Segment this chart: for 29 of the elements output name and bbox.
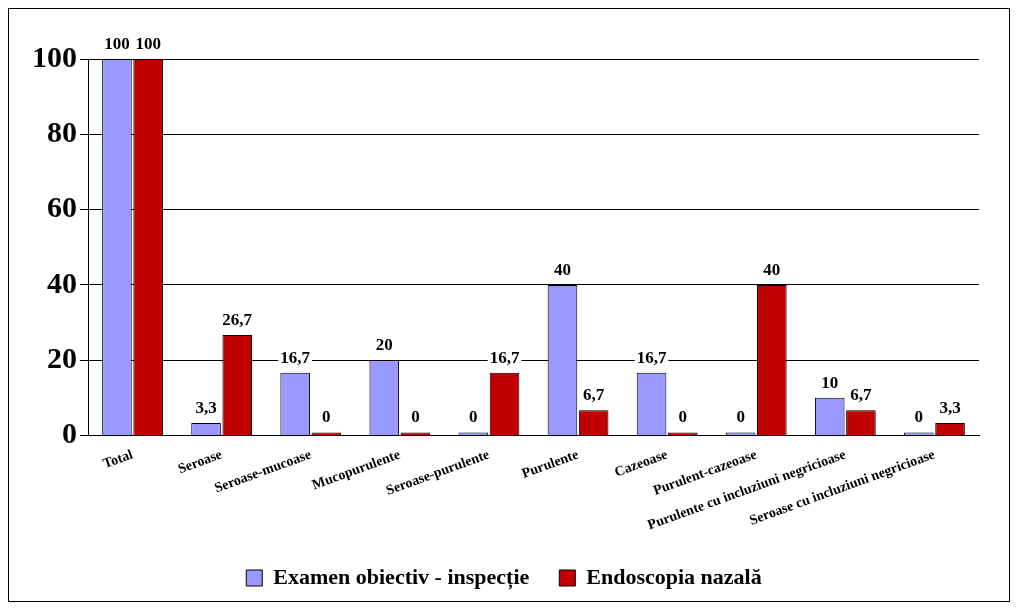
x-tick-label: Total	[100, 446, 135, 472]
y-tick-label: 20	[47, 340, 77, 374]
y-tick-label: 0	[62, 416, 77, 450]
data-label: 40	[763, 259, 781, 279]
y-tick-label: 40	[47, 265, 77, 299]
data-label: 6,7	[850, 385, 873, 405]
data-label: 26,7	[222, 309, 253, 329]
data-label: 3,3	[195, 397, 217, 417]
legend-label: Endoscopia nazală	[586, 563, 762, 589]
data-label: 0	[322, 407, 331, 427]
y-tick-label: 80	[47, 115, 77, 149]
data-label: 100	[135, 33, 161, 53]
data-label: 10	[821, 372, 839, 392]
data-label: 6,7	[583, 385, 605, 405]
data-label: 3,3	[939, 397, 961, 417]
data-label: 0	[736, 407, 745, 427]
data-label: 0	[914, 407, 924, 427]
data-label: 16,7	[636, 347, 667, 367]
data-label: 16,7	[280, 347, 311, 367]
data-label: 20	[375, 335, 393, 355]
data-label: 16,7	[489, 347, 520, 367]
data-label: 0	[469, 407, 478, 427]
data-label: 100	[104, 33, 130, 53]
data-label: 0	[678, 407, 687, 427]
y-tick-label: 60	[47, 190, 77, 224]
data-label: 0	[411, 407, 420, 427]
legend-label: Examen obiectiv - inspecție	[273, 563, 530, 590]
data-label: 40	[553, 259, 571, 279]
y-tick-label: 100	[32, 39, 77, 73]
